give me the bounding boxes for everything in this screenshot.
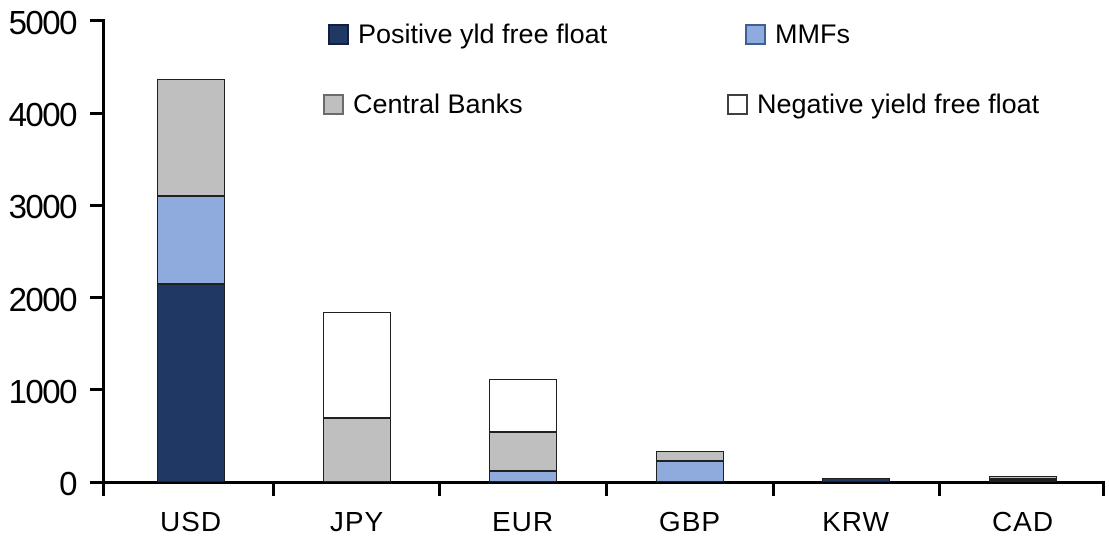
bar-segment-krw-s0 (822, 478, 890, 483)
y-tick (90, 388, 103, 392)
legend-swatch-icon (323, 94, 344, 115)
y-tick-label: 0 (59, 465, 77, 503)
legend-item-3: Negative yield free float (727, 91, 1039, 118)
legend-swatch-icon (328, 24, 349, 45)
x-tick (101, 482, 105, 497)
bar-segment-usd-s2 (157, 78, 225, 197)
bar-segment-cad-s2 (989, 475, 1057, 479)
y-tick-label: 3000 (8, 188, 78, 226)
bar-segment-gbp-s2 (656, 450, 724, 462)
y-tick (90, 480, 103, 484)
legend-label: Central Banks (353, 89, 523, 119)
bar-segment-eur-s3 (489, 378, 557, 432)
legend-label: MMFs (775, 19, 850, 49)
x-tick (605, 482, 608, 497)
y-tick-label: 2000 (8, 280, 78, 318)
x-tick (771, 482, 775, 497)
bar-segment-usd-s0 (157, 283, 225, 483)
x-axis (101, 480, 1105, 484)
y-tick-label: 4000 (8, 96, 78, 134)
bar-segment-eur-s2 (489, 431, 557, 472)
legend-item-0: Positive yld free float (328, 21, 607, 48)
category-label-krw: KRW (822, 506, 890, 537)
bar-segment-gbp-s1 (656, 461, 724, 483)
bar-segment-jpy-s3 (323, 311, 391, 418)
y-tick-label: 5000 (8, 3, 78, 41)
y-tick (90, 111, 103, 115)
y-tick (90, 203, 103, 207)
y-tick-label: 1000 (8, 372, 78, 410)
y-tick (90, 19, 103, 23)
category-label-jpy: JPY (329, 506, 385, 537)
bar-segment-cad-s1 (989, 478, 1057, 481)
x-tick (1101, 482, 1105, 497)
legend-label: Negative yield free float (757, 89, 1040, 119)
x-tick (271, 482, 275, 497)
bar-segment-jpy-s2 (323, 417, 391, 483)
legend-swatch-icon (745, 24, 766, 45)
legend-item-2: Central Banks (323, 91, 523, 118)
category-label-gbp: GBP (658, 506, 722, 537)
bar-segment-eur-s1 (489, 471, 557, 483)
category-label-eur: EUR (491, 506, 555, 537)
legend-swatch-icon (727, 94, 748, 115)
y-axis (101, 19, 105, 485)
x-tick (938, 482, 941, 497)
category-label-cad: CAD (991, 506, 1055, 537)
x-tick (438, 482, 441, 497)
category-label-usd: USD (159, 506, 223, 537)
y-tick (90, 296, 103, 300)
legend-label: Positive yld free float (358, 19, 608, 49)
bar-segment-usd-s1 (157, 196, 225, 284)
legend-item-1: MMFs (745, 21, 850, 48)
